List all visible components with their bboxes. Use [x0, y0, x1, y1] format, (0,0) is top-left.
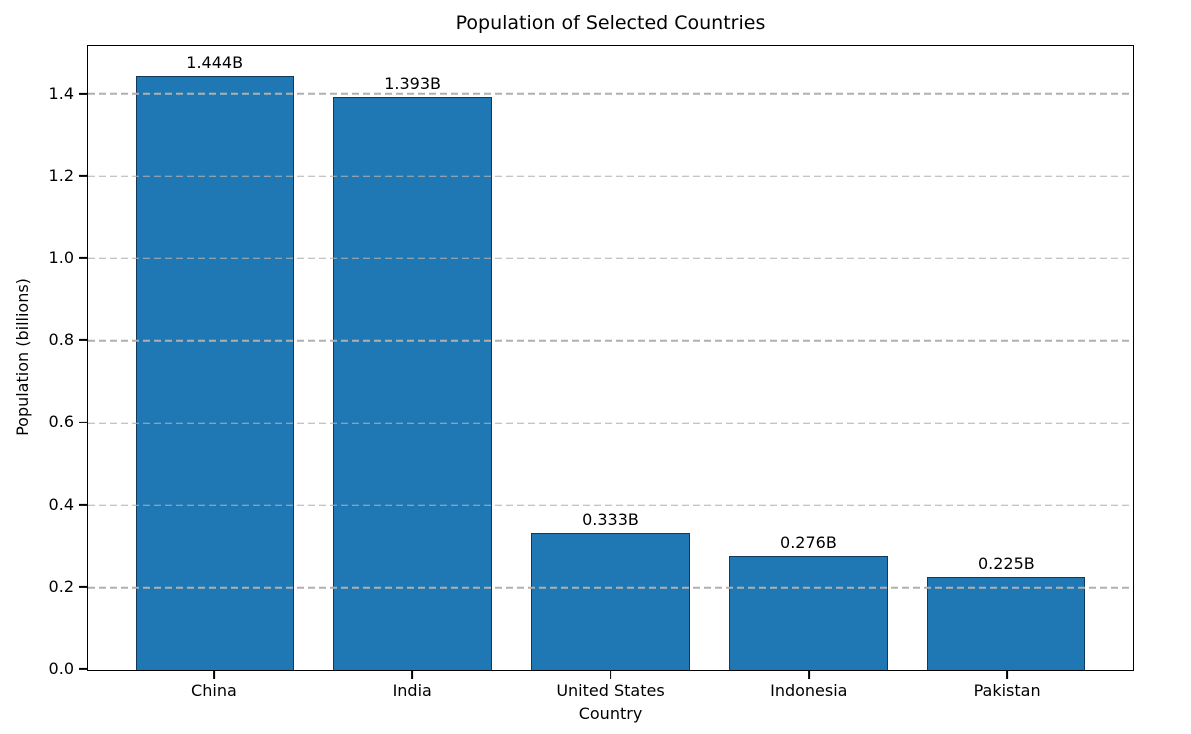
- gridline-y-1.2: [88, 175, 1133, 177]
- y-tick-label-0.4: 0.4: [48, 494, 74, 514]
- y-tick-label-0.6: 0.6: [48, 412, 74, 432]
- x-tick-mark-indonesia: [807, 671, 810, 679]
- y-tick-mark-0.2: [79, 585, 87, 588]
- gridline-y-1.4: [88, 93, 1133, 95]
- bar-united-states: [531, 532, 690, 670]
- x-tick-label-india: India: [392, 681, 432, 700]
- bar-value-label-indonesia: 0.276B: [780, 533, 837, 553]
- x-tick-label-united-states: United States: [556, 681, 665, 700]
- gridline-y-0.4: [88, 504, 1133, 507]
- y-tick-label-0.0: 0.0: [48, 659, 74, 678]
- x-tick-mark-india: [411, 671, 414, 679]
- x-tick-label-china: China: [191, 681, 237, 700]
- y-tick-label-0.8: 0.8: [48, 330, 74, 350]
- y-tick-mark-0.4: [79, 503, 87, 506]
- y-tick-mark-1.4: [79, 92, 87, 95]
- x-tick-label-indonesia: Indonesia: [770, 681, 848, 700]
- gridline-y-0.6: [88, 422, 1133, 424]
- x-axis-label: Country: [578, 704, 643, 723]
- y-tick-mark-0.0: [79, 668, 87, 670]
- y-tick-mark-1.2: [79, 174, 87, 177]
- chart-title: Population of Selected Countries: [455, 12, 766, 34]
- y-tick-mark-0.8: [79, 339, 87, 342]
- y-axis-label: Population (billions): [13, 278, 33, 436]
- y-tick-label-1.2: 1.2: [48, 165, 74, 185]
- bar-value-label-india: 1.393B: [384, 73, 441, 93]
- bar-china: [135, 75, 294, 670]
- bar-value-label-china: 1.444B: [186, 52, 244, 72]
- x-tick-mark-china: [213, 671, 215, 679]
- x-tick-mark-united-states: [609, 671, 612, 679]
- y-tick-mark-1.0: [79, 257, 87, 259]
- bar-value-label-united-states: 0.333B: [582, 509, 639, 529]
- gridline-y-0.8: [88, 339, 1133, 342]
- y-axis-ticks: 0.0 0.2 0.4 0.6 0.8 1.0 1.2 1.4: [0, 46, 87, 677]
- bar-pakistan: [927, 577, 1086, 670]
- y-tick-label-1.4: 1.4: [48, 83, 74, 103]
- plot-area: 1.444B 1.393B 0.333B 0.276B 0.225B: [87, 45, 1134, 671]
- y-tick-mark-0.6: [79, 421, 87, 424]
- bar-value-label-pakistan: 0.225B: [977, 554, 1035, 574]
- x-axis-tick-labels: China India United States Indonesia Pakistan: [87, 682, 1134, 702]
- gridline-y-1.0: [88, 257, 1133, 260]
- x-tick-label-pakistan: Pakistan: [973, 681, 1041, 700]
- bar-india: [333, 96, 492, 670]
- x-axis-ticks: [87, 670, 1134, 679]
- bar-indonesia: [729, 556, 888, 670]
- y-tick-label-1.0: 1.0: [48, 248, 74, 268]
- gridline-y-0.2: [88, 586, 1133, 589]
- x-tick-mark-pakistan: [1006, 671, 1008, 679]
- y-tick-label-0.2: 0.2: [48, 576, 74, 596]
